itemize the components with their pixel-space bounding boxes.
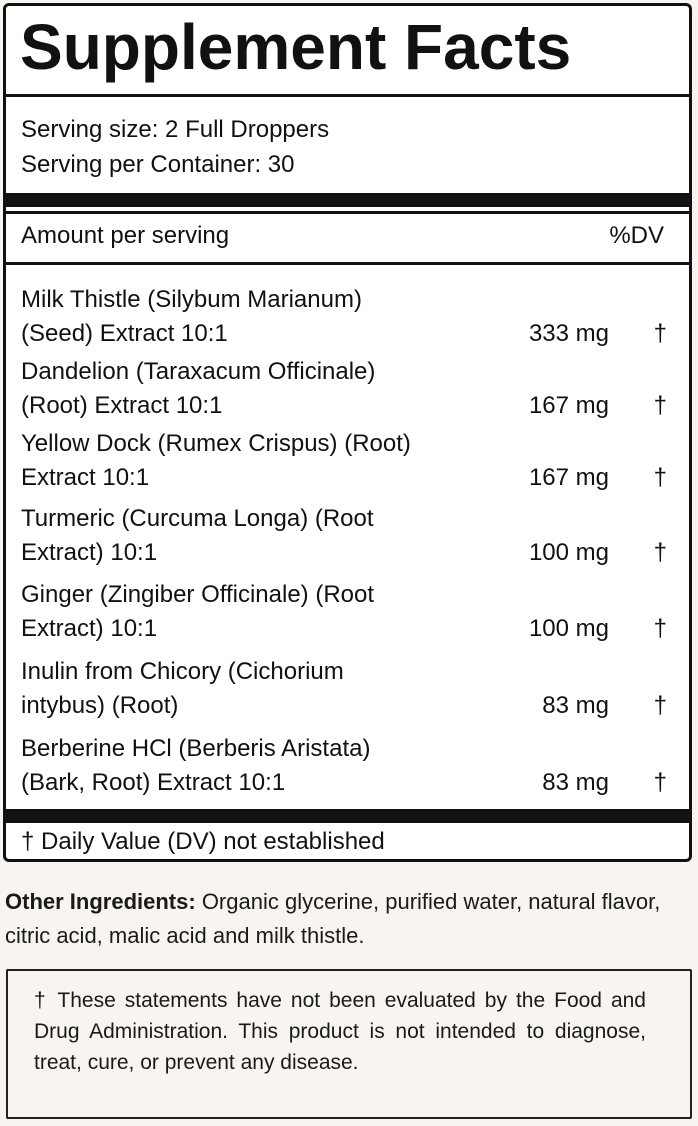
- ingredient-name: Dandelion (Taraxacum Officinale) (Root) E…: [21, 355, 375, 423]
- divider: [6, 94, 689, 97]
- ingredient-name-line: (Root) Extract 10:1: [21, 392, 223, 419]
- divider: [6, 262, 689, 265]
- ingredient-name-line: (Bark, Root) Extract 10:1: [21, 769, 286, 796]
- ingredient-dv: †: [653, 539, 667, 566]
- ingredient-dv: †: [653, 392, 667, 419]
- ingredient-name-line: Ginger (Zingiber Officinale) (Root: [21, 581, 375, 608]
- ingredient-row: Dandelion (Taraxacum Officinale) (Root) E…: [6, 355, 689, 427]
- ingredient-amount: 333 mg: [528, 320, 609, 347]
- ingredient-row: Berberine HCl (Berberis Aristata) (Bark, …: [6, 732, 689, 804]
- dv-header: %DV: [609, 222, 664, 249]
- ingredient-name-line: Inulin from Chicory (Cichorium: [21, 658, 344, 685]
- ingredient-name: Turmeric (Curcuma Longa) (Root Extract) 1…: [21, 502, 374, 570]
- ingredient-name-line: Extract) 10:1: [21, 539, 158, 566]
- ingredient-name: Inulin from Chicory (Cichorium intybus) (…: [21, 655, 344, 723]
- ingredient-name-line: Extract) 10:1: [21, 615, 158, 642]
- thick-divider: [6, 193, 689, 207]
- ingredient-amount: 167 mg: [528, 392, 609, 419]
- ingredient-name-line: Berberine HCl (Berberis Aristata): [21, 735, 371, 762]
- serving-size: Serving size: 2 Full Droppers: [21, 116, 330, 143]
- ingredient-dv: †: [653, 464, 667, 491]
- ingredient-name-line: (Seed) Extract 10:1: [21, 320, 228, 347]
- ingredient-row: Turmeric (Curcuma Longa) (Root Extract) 1…: [6, 502, 689, 574]
- ingredient-dv: †: [653, 769, 667, 796]
- ingredient-name-line: Extract 10:1: [21, 464, 150, 491]
- other-ingredients-text: Organic glycerine, purified water, natur…: [5, 889, 661, 948]
- divider: [6, 211, 689, 214]
- other-ingredients: Other Ingredients: Organic glycerine, pu…: [5, 885, 695, 953]
- ingredient-row: Inulin from Chicory (Cichorium intybus) (…: [6, 655, 689, 727]
- panel-title: Supplement Facts: [20, 11, 572, 83]
- ingredient-row: Milk Thistle (Silybum Marianum) (Seed) Ex…: [6, 283, 689, 355]
- ingredient-name: Milk Thistle (Silybum Marianum) (Seed) Ex…: [21, 283, 362, 351]
- ingredient-amount: 100 mg: [528, 539, 609, 566]
- fda-disclaimer: † These statements have not been evaluat…: [6, 969, 692, 1119]
- ingredient-dv: †: [653, 692, 667, 719]
- ingredient-name-line: Yellow Dock (Rumex Crispus) (Root): [21, 430, 411, 457]
- ingredient-name-line: Turmeric (Curcuma Longa) (Root: [21, 505, 374, 532]
- ingredient-name: Ginger (Zingiber Officinale) (Root Extrac…: [21, 578, 374, 646]
- ingredient-name: Berberine HCl (Berberis Aristata) (Bark, …: [21, 732, 370, 800]
- supplement-facts-panel: Supplement Facts Serving size: 2 Full Dr…: [3, 3, 692, 862]
- ingredient-row: Yellow Dock (Rumex Crispus) (Root) Extrac…: [6, 427, 689, 499]
- ingredient-amount: 83 mg: [542, 769, 609, 796]
- dv-footnote: † Daily Value (DV) not established: [21, 828, 385, 855]
- ingredient-dv: †: [653, 615, 667, 642]
- ingredient-row: Ginger (Zingiber Officinale) (Root Extrac…: [6, 578, 689, 650]
- servings-per-container: Serving per Container: 30: [21, 151, 295, 178]
- ingredient-name-line: intybus) (Root): [21, 692, 179, 719]
- ingredient-amount: 83 mg: [542, 692, 609, 719]
- other-ingredients-label: Other Ingredients:: [5, 889, 196, 914]
- ingredient-name-line: Milk Thistle (Silybum Marianum): [21, 286, 362, 313]
- disclaimer-text: † These statements have not been evaluat…: [34, 989, 646, 1074]
- ingredient-name-line: Dandelion (Taraxacum Officinale): [21, 358, 376, 385]
- ingredient-amount: 167 mg: [528, 464, 609, 491]
- amount-per-serving-header: Amount per serving: [21, 222, 230, 249]
- ingredient-amount: 100 mg: [528, 615, 609, 642]
- ingredient-dv: †: [653, 320, 667, 347]
- ingredient-name: Yellow Dock (Rumex Crispus) (Root) Extrac…: [21, 427, 411, 495]
- thick-divider: [6, 809, 689, 823]
